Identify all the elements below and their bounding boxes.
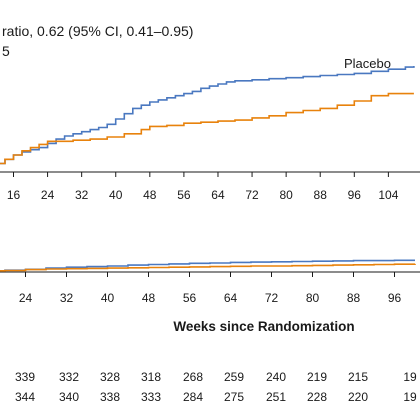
risk-cell-r0-c6: 240 [266,370,286,384]
number-at-risk-table: 339 332 328 318 268 259 240 219 215 19 344 340 338 33… [15,370,417,404]
bottom-plot: 24 32 40 48 56 64 72 80 88 96 Weeks since Randomi… [0,259,420,334]
bottom-tick-label-96: 96 [388,291,402,305]
top-tick-label-56: 56 [177,188,191,202]
placebo-survival-line [0,66,415,165]
placebo-bottom-line [0,259,415,272]
risk-cell-r0-c3: 318 [141,370,161,384]
risk-cell-r0-c9: 19 [403,370,417,384]
risk-cell-r1-c1: 340 [59,390,79,404]
risk-cell-r1-c2: 338 [100,390,120,404]
top-tick-label-104: 104 [378,188,398,202]
bottom-tick-label-24: 24 [19,291,33,305]
risk-cell-r1-c8: 220 [348,390,368,404]
treatment-survival-line [0,92,414,165]
top-tick-label-80: 80 [279,188,293,202]
risk-cell-r1-c4: 284 [183,390,203,404]
bottom-tick-label-48: 48 [142,291,156,305]
header-line-2: 5 [2,43,10,59]
risk-cell-r1-c7: 228 [307,390,327,404]
top-tick-label-64: 64 [211,188,225,202]
risk-cell-r0-c0: 339 [15,370,35,384]
bottom-x-ticks: 24 32 40 48 56 64 72 80 88 96 [19,272,402,305]
risk-cell-r0-c4: 268 [183,370,203,384]
bottom-tick-label-56: 56 [183,291,197,305]
risk-cell-r0-c5: 259 [224,370,244,384]
bottom-tick-label-40: 40 [101,291,115,305]
risk-cell-r1-c0: 344 [15,390,35,404]
risk-cell-r0-c7: 219 [307,370,327,384]
top-tick-label-16: 16 [7,188,21,202]
top-tick-label-72: 72 [245,188,259,202]
top-tick-label-88: 88 [314,188,328,202]
top-x-ticks: 16 24 32 40 48 56 64 72 80 88 96 104 [7,172,399,202]
top-tick-label-32: 32 [75,188,89,202]
top-tick-label-96: 96 [348,188,362,202]
bottom-tick-label-64: 64 [224,291,238,305]
risk-cell-r0-c1: 332 [59,370,79,384]
risk-cell-r0-c2: 328 [100,370,120,384]
top-tick-label-40: 40 [109,188,123,202]
bottom-tick-label-88: 88 [347,291,361,305]
risk-cell-r0-c8: 215 [348,370,368,384]
bottom-tick-label-32: 32 [60,291,74,305]
risk-cell-r1-c6: 251 [266,390,286,404]
risk-cell-r1-c3: 333 [141,390,161,404]
top-plot: 16 24 32 40 48 56 64 72 80 88 96 104 Placebo [0,56,420,202]
top-tick-label-24: 24 [41,188,55,202]
top-tick-label-48: 48 [143,188,157,202]
bottom-tick-label-72: 72 [265,291,279,305]
bottom-tick-label-80: 80 [306,291,320,305]
risk-cell-r1-c9: 19 [403,390,417,404]
x-axis-title: Weeks since Randomization [173,319,354,334]
risk-cell-r1-c5: 275 [224,390,244,404]
treatment-bottom-line [0,263,416,272]
hazard-ratio-text: ratio, 0.62 (95% CI, 0.41–0.95) [2,23,193,39]
placebo-label: Placebo [344,56,391,71]
